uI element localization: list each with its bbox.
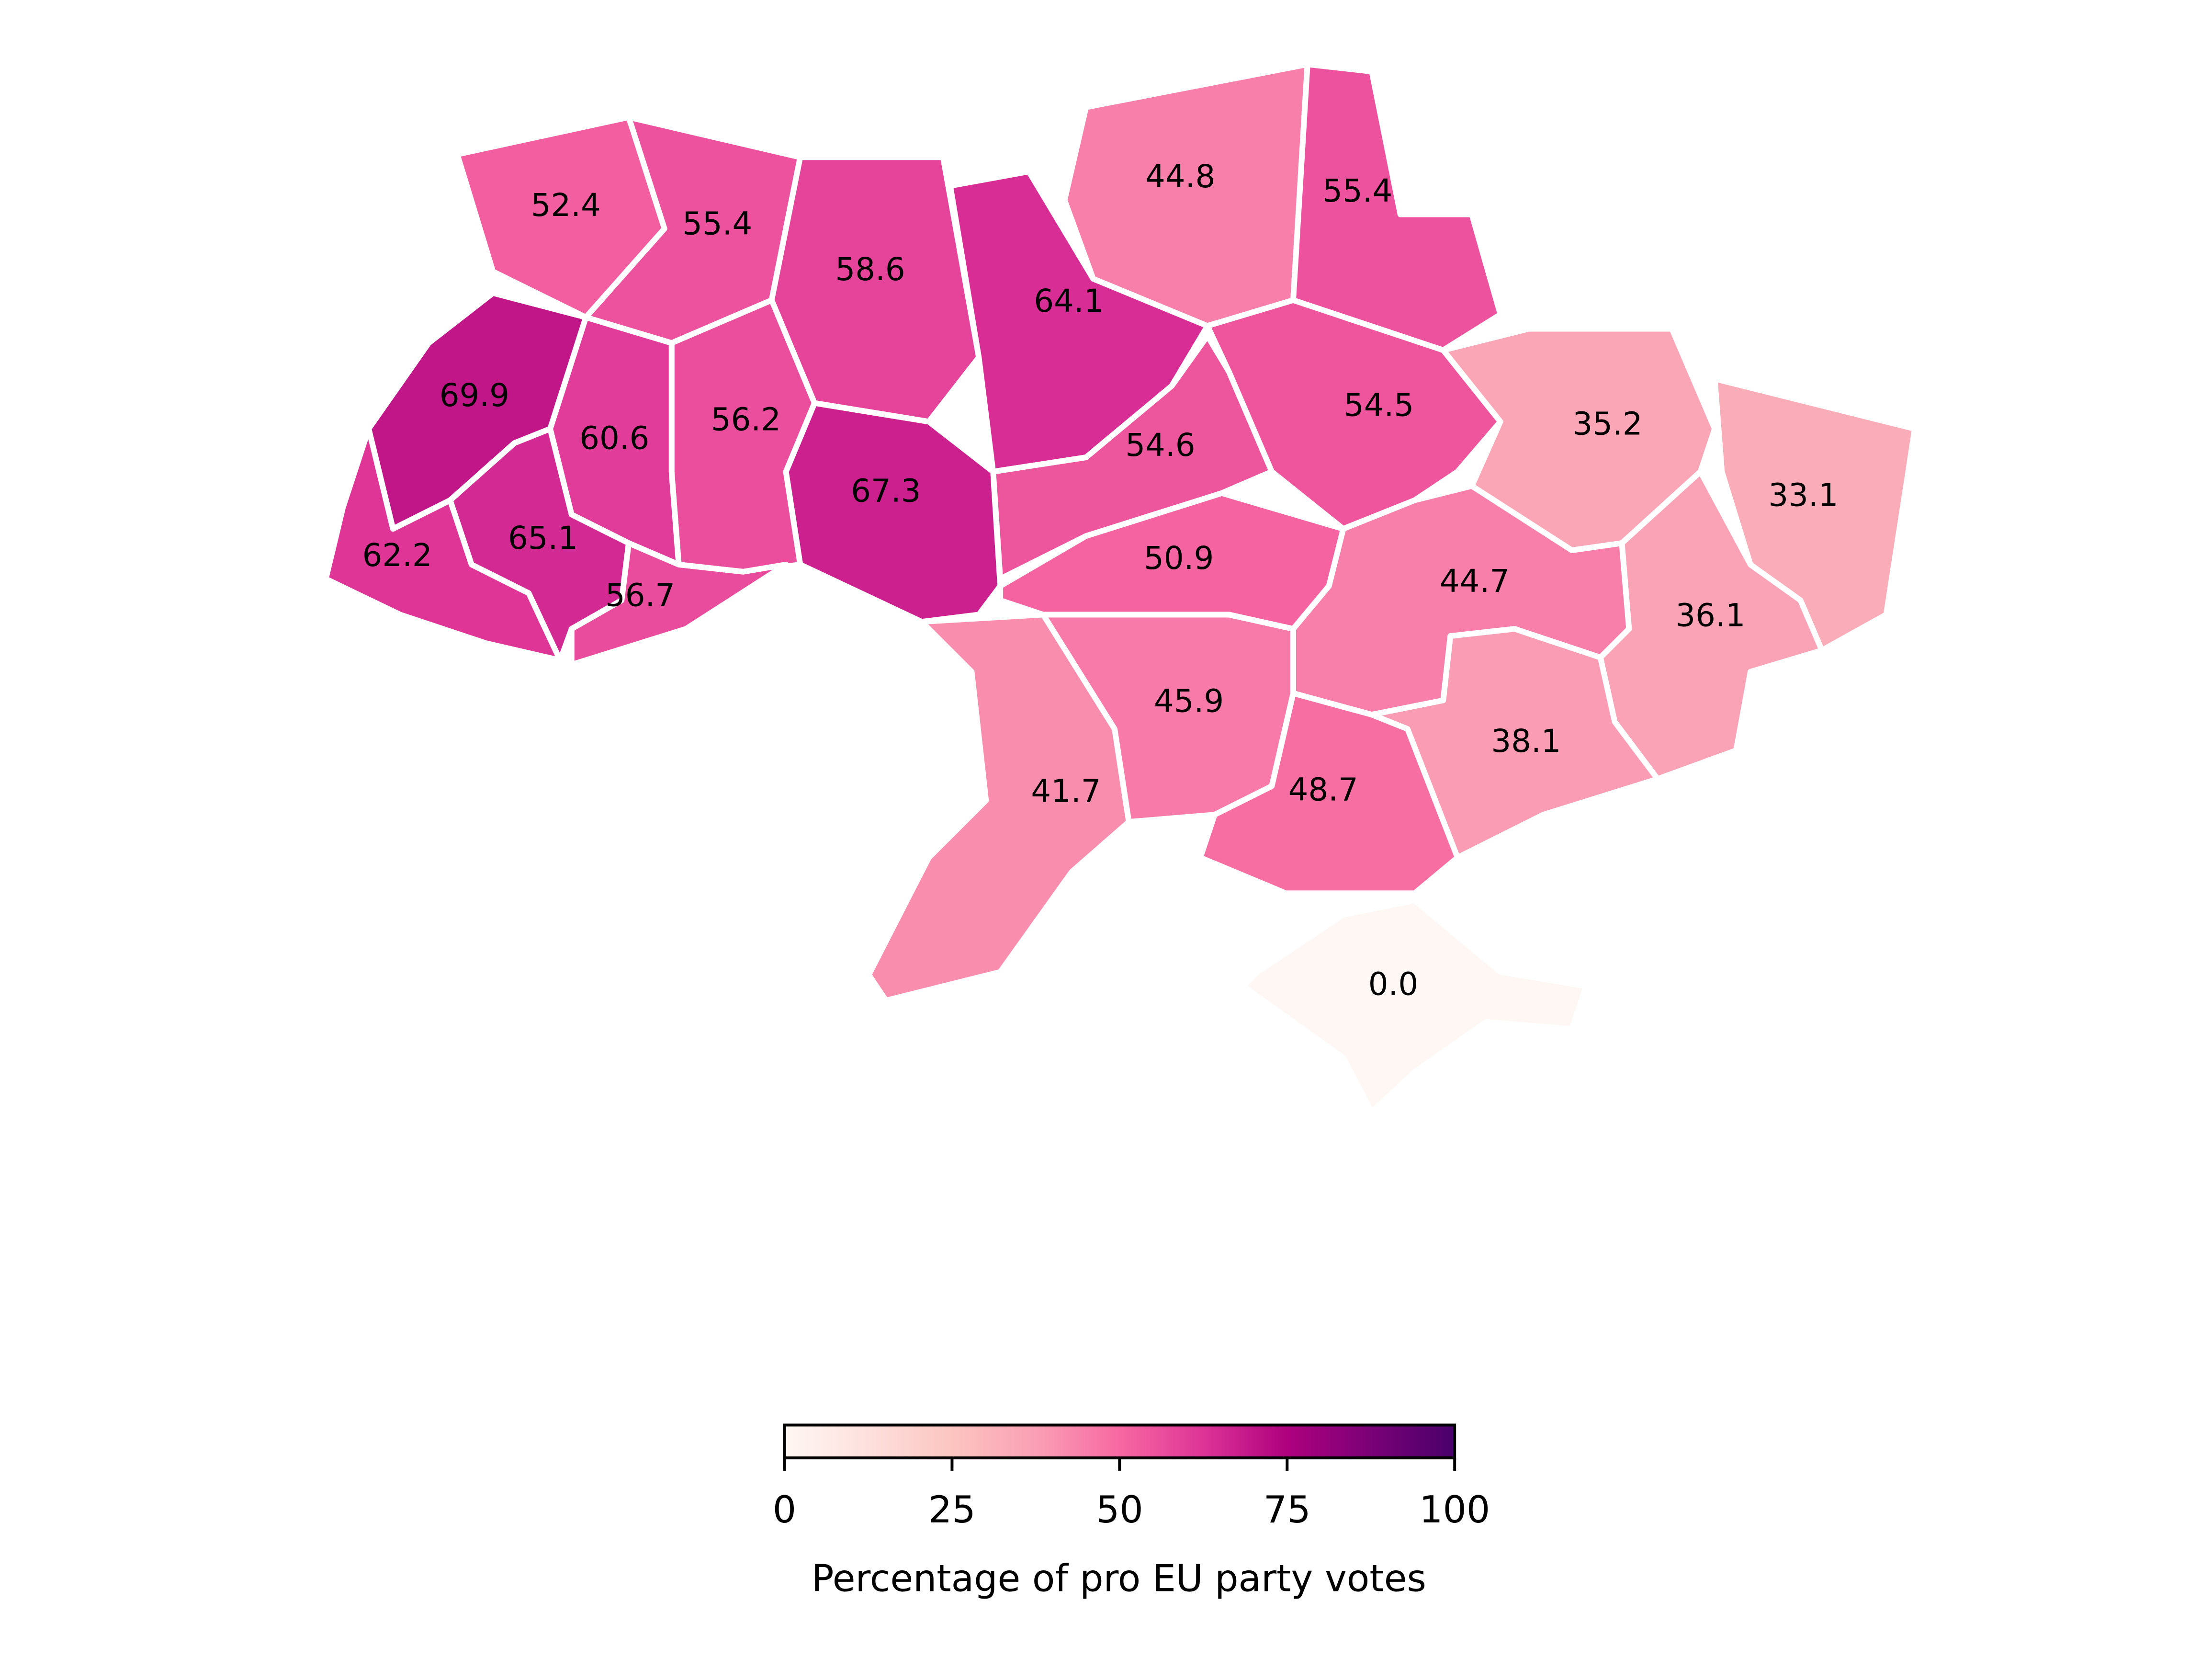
value-label: 52.4: [531, 187, 601, 224]
colorbar-tick-label: 25: [928, 1488, 976, 1532]
value-label: 0.0: [1368, 966, 1418, 1002]
value-label: 56.7: [605, 578, 675, 614]
value-label: 41.7: [1031, 773, 1101, 809]
colorbar-tick-label: 0: [773, 1488, 796, 1532]
value-label: 69.9: [440, 377, 509, 414]
value-label: 50.9: [1144, 540, 1214, 577]
value-label: 64.1: [1034, 283, 1104, 319]
colorbar-label: Percentage of pro EU party votes: [812, 1557, 1426, 1600]
value-label: 55.4: [682, 206, 752, 242]
colorbar-tick-label: 50: [1096, 1488, 1143, 1532]
region: [866, 612, 1132, 1004]
colorbar: 0 25 50 75 100: [773, 1423, 1490, 1532]
value-label: 67.3: [851, 473, 921, 510]
value-label: 45.9: [1154, 683, 1224, 719]
value-label: 36.1: [1675, 597, 1745, 634]
region: [783, 400, 1004, 625]
regions: [323, 61, 1918, 1115]
value-label: 60.6: [579, 420, 649, 456]
value-label: 44.7: [1440, 563, 1510, 600]
value-label: 35.2: [1572, 406, 1642, 442]
value-label: 48.7: [1288, 772, 1358, 808]
region: [1240, 897, 1589, 1115]
colorbar-tick-label: 75: [1264, 1488, 1311, 1532]
region-labels: 52.4 55.4 58.6 64.1 44.8 55.4 54.5 35.2 33.1 36.1…: [362, 159, 1839, 1002]
value-label: 58.6: [835, 251, 905, 288]
region: [1369, 626, 1660, 861]
value-label: 55.4: [1322, 173, 1392, 209]
value-label: 54.5: [1344, 387, 1414, 424]
colorbar-tick-label: 100: [1419, 1488, 1490, 1532]
value-label: 44.8: [1145, 159, 1215, 195]
value-label: 65.1: [508, 520, 578, 556]
value-label: 33.1: [1768, 477, 1838, 514]
region: [568, 540, 789, 668]
value-label: 54.6: [1125, 427, 1195, 464]
colorbar-gradient: [783, 1423, 1456, 1460]
value-label: 56.2: [711, 402, 781, 438]
region: [990, 333, 1275, 582]
region: [323, 426, 563, 663]
value-label: 62.2: [362, 537, 432, 574]
value-label: 38.1: [1491, 723, 1561, 760]
